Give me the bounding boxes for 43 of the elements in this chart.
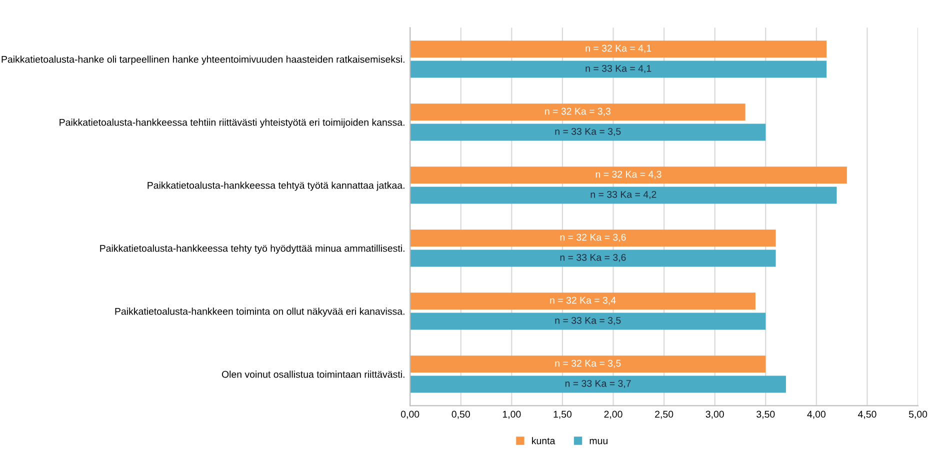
bar [410, 312, 766, 330]
x-tick-label: 2,00 [604, 410, 622, 419]
bar [410, 250, 776, 267]
y-tick-label: Olen voinut osallistua toimintaan riittävästi. [222, 370, 404, 378]
x-tick-label: 0,00 [401, 410, 420, 419]
legend-label: muu [590, 438, 608, 444]
y-tick-label: Paikkatietoalusta-hankkeessa tehtiin riittävästi yhteistyötä eri toimijoiden kanssa. [60, 118, 404, 128]
y-tick-label: Paikkatietoalusta-hankkeen toiminta on ollut näkyvää eri kanavissa. [115, 308, 404, 317]
bar [410, 376, 786, 393]
bar [410, 104, 746, 121]
data-label: n = 32 Ka = 4,3 [596, 170, 662, 179]
bar [410, 186, 837, 204]
data-label: n = 32 Ka = 3,6 [560, 234, 626, 242]
x-tick-label: 0,50 [452, 410, 470, 419]
y-tick-label: Paikkatietoalusta-hanke oli tarpeellinen hanke yhteentoimivuuden haasteiden ratkaisemiseksi. [2, 56, 404, 65]
x-tick-label: 1,50 [554, 410, 572, 419]
data-label: n = 33 Ka = 3,7 [565, 380, 631, 388]
bar [410, 356, 766, 373]
data-label: n = 32 Ka = 3,5 [555, 360, 621, 368]
legend-label: kunta [532, 437, 556, 444]
data-label: n = 33 Ka = 3,5 [555, 316, 621, 326]
bar [410, 166, 847, 184]
y-tick-label: Paikkatietoalusta-hankkeessa tehtyä työtä kannattaa jatkaa. [148, 182, 404, 191]
x-tick-label: 4,50 [858, 410, 876, 419]
bar [410, 124, 766, 141]
bar [410, 60, 827, 78]
data-label: n = 32 Ka = 3,3 [545, 108, 611, 116]
y-tick-label: Paikkatietoalusta-hankkeessa tehty työ hyödyttää minua ammatillisesti. [100, 244, 404, 254]
x-tick-label: 2,50 [655, 410, 674, 419]
x-tick-label: 5,00 [908, 410, 928, 419]
x-tick-label: 4,00 [807, 410, 826, 419]
x-tick-label: 3,00 [706, 410, 724, 419]
data-label: n = 33 Ka = 4,2 [590, 190, 656, 200]
data-label: n = 32 Ka = 3,4 [550, 296, 616, 305]
bar [410, 292, 756, 310]
data-label: n = 33 Ka = 3,5 [555, 128, 621, 136]
x-tick-label: 3,50 [756, 410, 775, 419]
bar [410, 230, 776, 247]
data-label: n = 33 Ka = 4,1 [586, 64, 652, 73]
data-label: n = 33 Ka = 3,6 [560, 254, 626, 262]
x-tick-label: 1,00 [502, 410, 521, 419]
data-label: n = 32 Ka = 4,1 [586, 44, 652, 53]
bar [410, 40, 827, 58]
